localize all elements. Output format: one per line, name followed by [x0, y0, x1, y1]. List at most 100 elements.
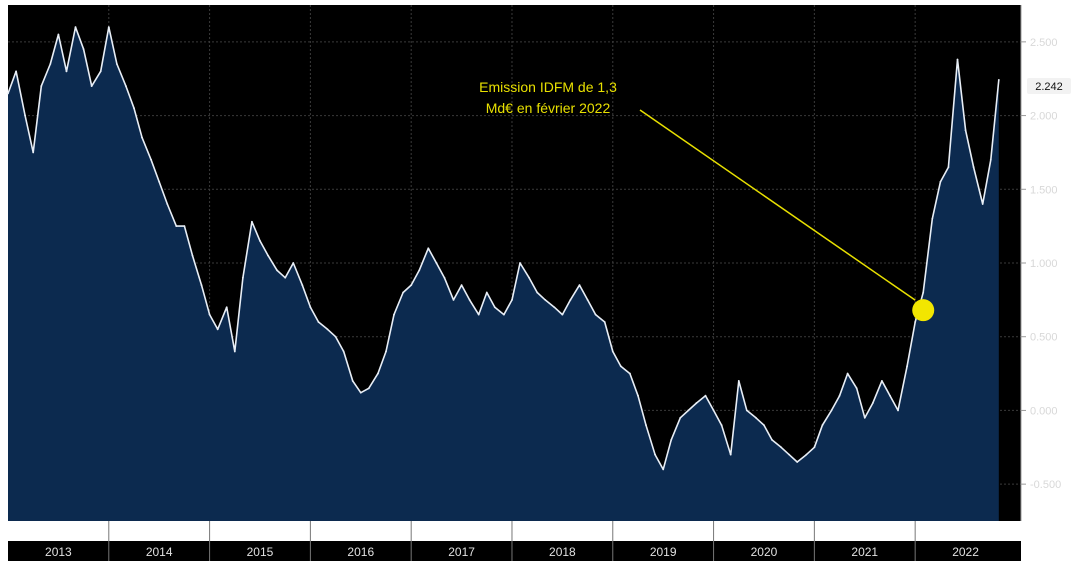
data-point	[536, 291, 539, 294]
data-point	[897, 409, 899, 412]
data-point	[141, 136, 143, 139]
data-point	[150, 158, 153, 161]
data-point	[544, 298, 547, 301]
y-axis-ticks: -0.500 0.000 0.500 1.000 1.500 2.000 2.500	[1020, 5, 1061, 521]
data-point	[233, 350, 236, 353]
data-point	[402, 291, 405, 294]
data-point	[863, 416, 866, 419]
data-point	[216, 328, 219, 331]
y-tick-label: -0.500	[1030, 479, 1061, 491]
x-tick-label: 2017	[448, 545, 475, 559]
x-axis-band	[8, 541, 1021, 561]
data-point	[477, 313, 480, 316]
y-tick-label: 1.500	[1030, 184, 1058, 196]
data-point	[871, 402, 874, 404]
data-point	[594, 313, 597, 316]
data-point	[956, 58, 959, 61]
y-tick-label: 2.500	[1030, 37, 1058, 49]
data-point	[981, 203, 984, 205]
data-point	[7, 92, 9, 95]
data-point	[755, 416, 757, 419]
data-point	[133, 107, 135, 110]
data-point	[158, 181, 161, 183]
data-point	[301, 284, 304, 287]
data-point	[645, 424, 647, 427]
data-point	[468, 298, 471, 301]
data-point	[947, 166, 950, 169]
annotation-line-2: Md€ en février 2022	[486, 100, 611, 116]
data-point	[737, 380, 740, 382]
data-point	[519, 262, 521, 264]
data-point	[780, 446, 783, 449]
data-point	[460, 284, 463, 287]
data-point	[107, 26, 110, 29]
data-point	[695, 402, 698, 404]
data-point	[989, 158, 992, 161]
data-point	[637, 394, 639, 397]
data-point	[443, 276, 446, 279]
y-tick-label: 2.000	[1030, 111, 1058, 123]
data-point	[788, 453, 791, 456]
x-tick-label: 2013	[45, 545, 72, 559]
data-point	[712, 409, 715, 412]
data-point	[964, 129, 967, 132]
data-point	[771, 439, 773, 441]
data-point	[922, 291, 925, 294]
data-point	[745, 409, 748, 412]
data-point	[175, 225, 178, 228]
data-point	[679, 416, 682, 419]
data-point	[317, 321, 320, 323]
data-point	[241, 276, 244, 279]
data-point	[813, 446, 816, 449]
data-point	[629, 372, 631, 375]
data-point	[24, 114, 27, 117]
data-point	[208, 313, 211, 316]
data-point	[183, 225, 186, 228]
annotation-line-1: Emission IDFM de 1,3	[479, 79, 617, 95]
x-axis-ticks: 2013 2014 2015 2016 2017 2018 2019 2020 2021 2022	[45, 521, 979, 561]
data-point	[805, 453, 808, 456]
data-point	[687, 409, 690, 412]
data-point	[410, 284, 413, 287]
data-point	[251, 220, 253, 223]
data-point	[914, 321, 917, 323]
annotation: Emission IDFM de 1,3 Md€ en février 2022	[479, 79, 935, 322]
data-point	[200, 284, 203, 287]
data-point	[830, 409, 833, 412]
data-point	[115, 63, 118, 65]
last-value-label: 2.242	[1035, 81, 1063, 93]
data-point	[511, 298, 513, 301]
data-point	[90, 85, 93, 87]
data-point	[351, 380, 354, 382]
data-point	[418, 269, 421, 272]
data-point	[528, 276, 531, 279]
data-point	[569, 298, 572, 301]
data-point	[267, 254, 269, 257]
data-point	[377, 372, 379, 375]
x-tick-label: 2018	[549, 545, 576, 559]
x-tick-label: 2015	[247, 545, 274, 559]
data-point	[906, 365, 909, 368]
data-point	[292, 262, 295, 264]
data-point	[720, 424, 723, 427]
data-point	[972, 166, 975, 169]
data-point	[855, 387, 858, 390]
data-point	[939, 181, 942, 183]
data-point	[611, 350, 614, 353]
annotation-marker	[912, 299, 935, 322]
x-tick-label: 2016	[347, 545, 374, 559]
y-tick-label: 0.500	[1030, 332, 1058, 344]
data-point	[284, 276, 287, 279]
y-tick-label: 0.000	[1030, 405, 1058, 417]
data-point	[15, 70, 17, 73]
data-point	[662, 468, 665, 471]
data-point	[65, 70, 68, 73]
data-point	[82, 48, 85, 51]
y-tick-label: 1.000	[1030, 258, 1058, 270]
data-point	[57, 33, 60, 36]
data-point	[367, 387, 370, 390]
data-point	[32, 151, 35, 154]
data-point	[503, 313, 505, 316]
data-point	[704, 394, 707, 397]
